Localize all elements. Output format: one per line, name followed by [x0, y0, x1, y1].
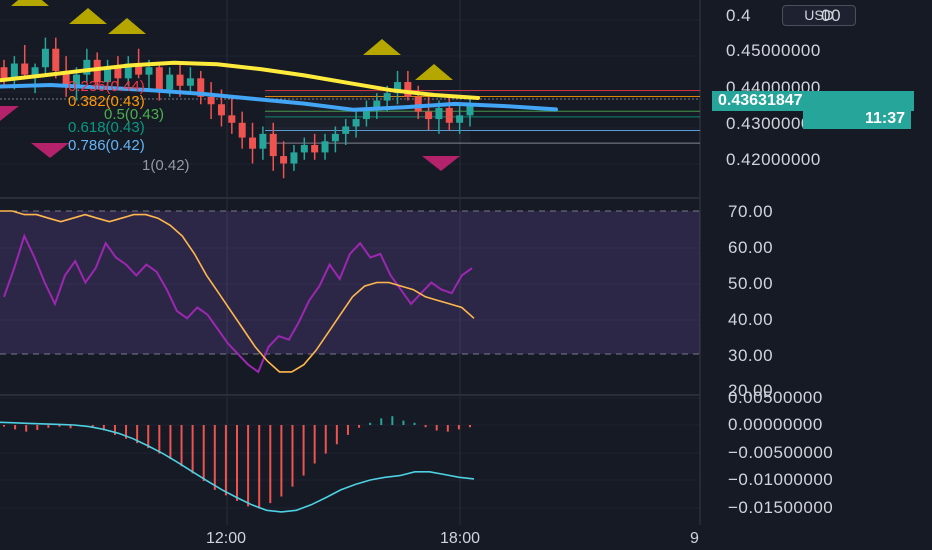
- candle-body: [217, 104, 225, 116]
- candlestick-series: [0, 37, 474, 179]
- price-label-partial: 0.4 00: [726, 6, 841, 26]
- macd-label: 0.00000000: [728, 415, 823, 434]
- candle-body: [383, 93, 391, 101]
- moving-averages: [0, 60, 558, 112]
- candle-body: [352, 119, 360, 127]
- ma-line-yellow: [0, 60, 480, 100]
- price-label: 0.42000000: [726, 150, 821, 169]
- currency-selector[interactable]: USD: [782, 5, 856, 26]
- price-label-partial-tail: 00: [821, 6, 842, 25]
- candle-body: [373, 100, 381, 108]
- fib-label: 0.382(0.43): [68, 93, 145, 110]
- rsi-label: 50.00: [728, 274, 774, 293]
- candle-body: [145, 67, 153, 75]
- rsi-label: 30.00: [728, 346, 774, 365]
- candle-body: [331, 133, 339, 142]
- candle-body: [269, 133, 277, 157]
- candle-body: [280, 156, 288, 164]
- candle-body: [83, 59, 91, 75]
- candle-body: [259, 133, 267, 149]
- rsi-line: [3, 233, 473, 374]
- candle-body: [124, 63, 132, 79]
- grid-lines: [0, 0, 701, 525]
- triangle-down-marker: [422, 156, 460, 171]
- pane-separators: [0, 197, 700, 396]
- rsi-label: 70.00: [728, 202, 774, 221]
- candle-body: [300, 144, 308, 153]
- triangle-up-marker: [363, 39, 401, 55]
- candle-body: [342, 126, 350, 134]
- fib-label: 1(0.42): [142, 157, 190, 174]
- candle-body: [435, 107, 443, 120]
- ma-line-blue: [0, 82, 558, 112]
- candle-body: [404, 82, 412, 97]
- rsi-label: 20.00: [728, 381, 774, 400]
- time-label: 9: [690, 530, 699, 547]
- candle-body: [311, 144, 319, 153]
- candle-body: [362, 107, 370, 120]
- candle-body: [186, 78, 194, 86]
- candle-body: [238, 122, 246, 138]
- time-label: 18:00: [440, 530, 481, 547]
- triangle-up-marker: [108, 18, 146, 34]
- candle-body: [104, 67, 112, 83]
- triangle-up-marker: [11, 0, 49, 6]
- candle-body: [394, 82, 402, 94]
- candle-body: [249, 137, 257, 149]
- candle-body: [197, 78, 205, 97]
- candle-body: [52, 48, 60, 71]
- macd-label: −0.00500000: [728, 443, 834, 462]
- rsi-ma-line: [0, 210, 475, 373]
- candle-body: [445, 107, 453, 123]
- candle-body: [466, 104, 474, 116]
- macd-label: −0.01500000: [728, 498, 834, 517]
- candle-body: [456, 115, 464, 123]
- price-label-partial-head: 0.4: [726, 6, 752, 25]
- rsi-band: [0, 211, 700, 354]
- macd-pane: [0, 416, 475, 513]
- signal-markers: [0, 0, 460, 171]
- rsi-label: 60.00: [728, 238, 774, 257]
- countdown-badge: 11:37: [803, 109, 911, 129]
- time-label: 12:00: [206, 530, 247, 547]
- current-price-badge: 0.43631847: [712, 91, 914, 111]
- candle-body: [135, 63, 143, 75]
- candle-body: [321, 141, 329, 153]
- candle-body: [72, 74, 80, 86]
- fib-label: 0.236(0.44): [68, 78, 145, 95]
- price-label: 0.45000000: [726, 41, 821, 60]
- candle-body: [425, 111, 433, 120]
- triangle-down-marker: [0, 106, 19, 121]
- triangle-up-marker: [415, 64, 453, 80]
- candle-body: [166, 74, 174, 90]
- triangle-up-marker: [69, 8, 107, 24]
- fib-label: 0.618(0.43): [68, 119, 145, 136]
- candle-body: [155, 67, 163, 90]
- candle-body: [62, 70, 70, 86]
- candle-body: [21, 63, 29, 75]
- fib-label: 0.5(0.43): [104, 106, 165, 123]
- macd-line: [0, 421, 475, 513]
- candle-body: [290, 152, 298, 164]
- candle-body: [228, 115, 236, 123]
- candle-body: [31, 67, 39, 75]
- candle-body: [10, 63, 18, 79]
- candle-body: [0, 67, 8, 79]
- candle-body: [114, 67, 122, 79]
- candle-body: [41, 48, 49, 68]
- rsi-label: 40.00: [728, 310, 774, 329]
- rsi-pane: [0, 210, 475, 374]
- fib-label: 0.786(0.42): [68, 137, 145, 154]
- price-label: 0.43000000: [726, 114, 821, 133]
- triangle-down-marker: [31, 143, 69, 158]
- candle-body: [207, 96, 215, 105]
- macd-label: −0.01000000: [728, 470, 834, 489]
- candle-body: [414, 96, 422, 112]
- macd-label: 0.00500000: [728, 388, 823, 407]
- candle-body: [176, 74, 184, 86]
